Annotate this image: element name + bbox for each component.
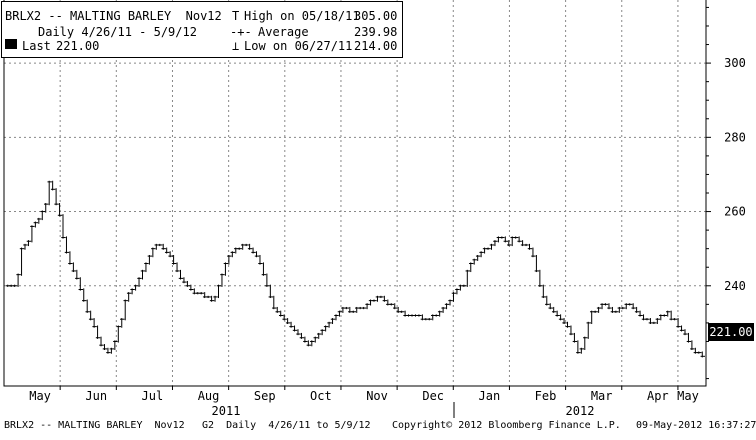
year-label: 2011: [212, 404, 241, 418]
legend-low-label: Low on 06/27/11: [244, 39, 353, 53]
y-tick-label: 280: [724, 130, 746, 144]
x-tick-label: Nov: [366, 389, 388, 403]
legend-average-value: 239.98: [354, 25, 398, 39]
plot-frame: [3, 0, 707, 387]
legend-low-value: 214.00: [354, 39, 398, 53]
x-tick-label: Feb: [535, 389, 557, 403]
x-tick-label: Mar: [591, 389, 613, 403]
y-tick-label: 260: [724, 205, 746, 219]
price-bars: [6, 180, 705, 358]
year-label: 2012: [566, 404, 595, 418]
y-tick-label: 300: [724, 56, 746, 70]
chart-title: BRLX2 -- MALTING BARLEY Nov12: [5, 9, 222, 23]
high-marker-icon: T: [232, 9, 240, 23]
legend-average-label: Average: [258, 25, 309, 39]
x-tick-label: Jan: [479, 389, 501, 403]
legend-high-value: 305.00: [354, 9, 398, 23]
legend-last-label: Last: [22, 39, 51, 53]
chart-legend: BRLX2 -- MALTING BARLEY Nov12 Daily 4/26…: [1, 1, 403, 58]
axes: [3, 0, 711, 418]
x-tick-label: May: [29, 389, 51, 403]
x-tick-label: Dec: [422, 389, 444, 403]
low-marker-icon: ⊥: [232, 39, 240, 53]
footer-range: G2 Daily 4/26/11 to 5/9/12: [202, 420, 371, 431]
last-price-badge: 221.00: [708, 323, 754, 341]
footer-ticker: BRLX2 -- MALTING BARLEY Nov12: [4, 420, 185, 431]
x-tick-label: May: [677, 389, 699, 403]
x-tick-label: Sep: [254, 389, 276, 403]
tick-labels: 300 280 260 240 May Jun Jul Aug Sep Oct Nov Dec Jan F…: [29, 56, 746, 418]
legend-last-value: 221.00: [56, 39, 100, 53]
x-tick-label: Aug: [198, 389, 220, 403]
y-tick-label: 240: [724, 279, 746, 293]
grid-lines: [4, 0, 706, 386]
legend-high-label: High on 05/18/11: [244, 9, 360, 23]
x-tick-label: Apr: [647, 389, 669, 403]
x-tick-label: Oct: [310, 389, 332, 403]
last-swatch: [5, 39, 17, 49]
chart-subtitle: Daily 4/26/11 - 5/9/12: [38, 25, 197, 39]
x-tick-label: Jun: [85, 389, 107, 403]
x-tick-label: Jul: [142, 389, 164, 403]
average-marker-icon: -+-: [230, 25, 252, 39]
footer-timestamp: 09-May-2012 16:37:27: [636, 420, 756, 431]
footer-copyright: Copyright© 2012 Bloomberg Finance L.P.: [392, 420, 621, 431]
